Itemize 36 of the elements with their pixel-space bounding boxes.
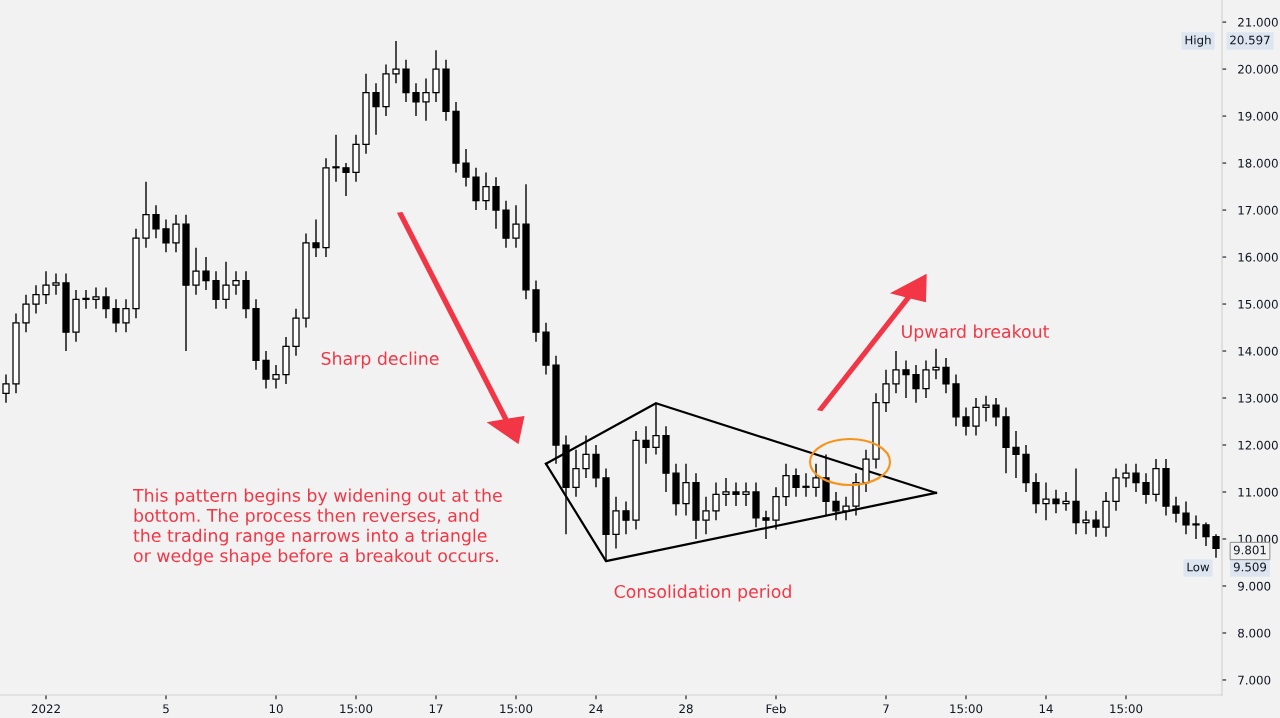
y-tick-label: 18.000: [1238, 158, 1278, 168]
annotation: Sharp decline: [321, 351, 439, 369]
y-tick-label: 8.000: [1238, 628, 1271, 638]
x-tick-label: 10: [269, 704, 283, 714]
annotation: This pattern begins by widening out at the bottom. The process then reverses, and the trading range narrows into a triangle or wedge shape before a breakout occurs.: [132, 488, 502, 566]
x-tick-label: 14: [1039, 704, 1053, 713]
text: 20.597: [1230, 35, 1270, 45]
x-tick-label: Feb: [766, 704, 786, 714]
y-tick-label: 11.000: [1238, 487, 1278, 497]
x-tick-label: 24: [589, 704, 603, 713]
y-tick-label: 17.000: [1238, 205, 1278, 215]
y-tick-label: 15.000: [1238, 299, 1278, 309]
text: 9.509: [1233, 562, 1267, 572]
text: 9.801: [1233, 545, 1266, 555]
y-tick-label: 20.000: [1238, 64, 1278, 74]
annotation: Consolidation period: [614, 584, 791, 602]
x-tick-label: 15:00: [340, 704, 373, 714]
x-tick-label: 15:00: [500, 704, 533, 714]
x-tick-label: 17: [429, 704, 443, 713]
annotation: High: [1185, 35, 1211, 47]
annotation: Upward breakout: [902, 324, 1050, 342]
x-tick-label: 2022: [31, 704, 60, 714]
y-tick-label: 21.000: [1238, 17, 1278, 27]
x-tick-label: 7: [883, 704, 889, 713]
annotation: Low: [1187, 562, 1210, 572]
x-tick-label: 15:00: [950, 704, 983, 714]
y-tick-label: 9.000: [1238, 581, 1271, 591]
y-tick-label: 7.000: [1238, 675, 1271, 685]
x-tick-label: 5: [163, 704, 169, 714]
y-tick-label: 13.000: [1238, 393, 1278, 403]
y-tick-label: 12.000: [1238, 440, 1278, 450]
y-tick-label: 16.000: [1238, 252, 1278, 262]
x-tick-label: 28: [679, 704, 693, 714]
y-tick-label: 19.000: [1238, 111, 1278, 121]
y-tick-label: 14.000: [1238, 346, 1278, 356]
x-tick-label: 15:00: [1110, 704, 1143, 714]
